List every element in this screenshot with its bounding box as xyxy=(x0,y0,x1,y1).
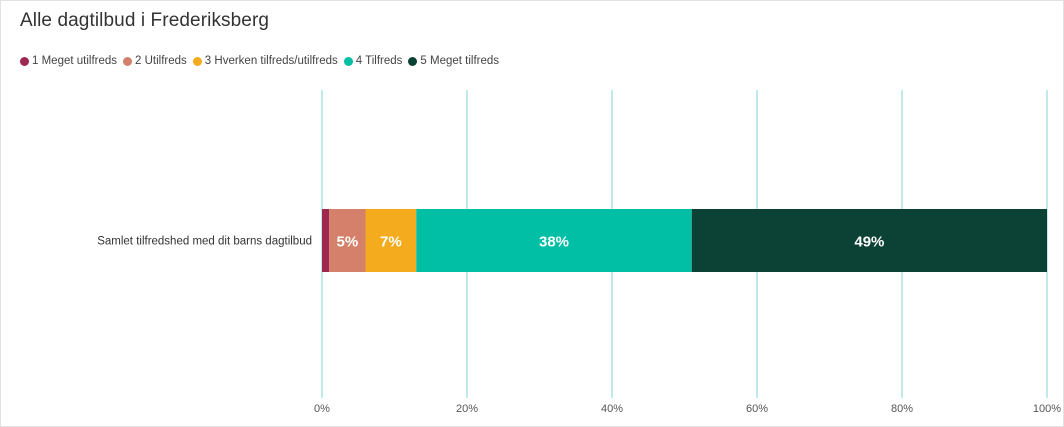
legend-item[interactable]: 1 Meget utilfreds xyxy=(20,55,117,67)
legend-label: 5 Meget tilfreds xyxy=(420,55,500,67)
bar-segment xyxy=(365,209,417,272)
x-tick-label: 60% xyxy=(746,403,768,415)
category-label: Samlet tilfredshed med dit barns dagtilb… xyxy=(97,236,312,248)
bar-segment xyxy=(416,209,692,272)
x-tick-label: 80% xyxy=(891,403,913,415)
x-tick-label: 0% xyxy=(314,403,330,415)
data-label: 7% xyxy=(380,234,402,251)
legend-swatch xyxy=(20,56,29,66)
chart-legend: 1 Meget utilfreds 2 Utilfreds 3 Hverken ti… xyxy=(20,55,505,67)
legend-label: 2 Utilfreds xyxy=(135,55,187,67)
data-label: 49% xyxy=(854,234,884,251)
x-tick-label: 100% xyxy=(1033,403,1061,415)
legend-swatch xyxy=(343,56,353,66)
legend-label: 1 Meget utilfreds xyxy=(32,55,118,67)
legend-label: 3 Hverken tilfreds/utilfreds xyxy=(204,55,338,67)
legend-item[interactable]: 5 Meget tilfreds xyxy=(408,55,499,67)
data-label: 38% xyxy=(539,234,569,251)
legend-swatch xyxy=(408,56,418,66)
chart-title: Alle dagtilbud i Frederiksberg xyxy=(20,10,270,31)
legend-item[interactable]: 2 Utilfreds xyxy=(123,55,187,67)
legend-swatch xyxy=(123,56,133,66)
x-tick-label: 40% xyxy=(601,403,623,415)
legend-item[interactable]: 4 Tilfreds xyxy=(343,55,403,67)
bar-segment xyxy=(322,209,330,272)
bar-segment xyxy=(691,209,1047,272)
data-label: 5% xyxy=(337,234,359,251)
legend-swatch xyxy=(192,56,202,66)
x-tick-label: 20% xyxy=(456,403,478,415)
legend-label: 4 Tilfreds xyxy=(355,55,403,67)
bar-segment xyxy=(329,209,366,272)
legend-item[interactable]: 3 Hverken tilfreds/utilfreds xyxy=(192,55,338,67)
